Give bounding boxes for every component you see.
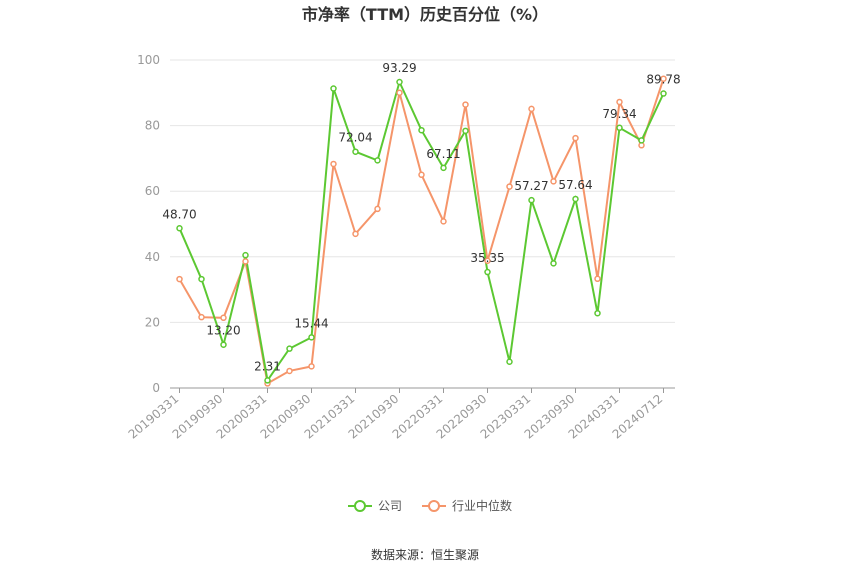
data-point: [286, 367, 293, 375]
data-point: [484, 257, 491, 264]
data-point: [594, 309, 601, 317]
y-tick-label: 60: [145, 184, 160, 198]
data-point: [572, 134, 579, 142]
data-point: [616, 98, 623, 106]
data-point: [176, 275, 183, 283]
data-point: [550, 260, 557, 267]
data-point: [198, 313, 205, 321]
data-point: [242, 258, 249, 265]
data-point: [242, 251, 249, 259]
data-point: [418, 126, 425, 134]
data-point: [352, 148, 359, 155]
data-point: [396, 78, 403, 86]
y-tick-label: 20: [145, 315, 160, 329]
legend-label: 公司: [378, 499, 402, 513]
data-point: [418, 171, 425, 179]
data-point: [374, 205, 381, 213]
y-axis: 0 20 40 60 80 100: [137, 53, 160, 395]
chart-title: 市净率（TTM）历史百分位（%）: [302, 5, 548, 24]
data-point: [572, 195, 579, 203]
data-point: [330, 160, 337, 168]
data-point: [506, 183, 513, 190]
data-point: [308, 363, 315, 370]
data-point: [506, 358, 513, 366]
legend-label: 行业中位数: [452, 498, 512, 513]
data-label: 15.44: [294, 316, 328, 330]
data-point: [220, 314, 227, 322]
data-point: [374, 157, 381, 164]
data-label: 57.27: [514, 179, 548, 193]
data-labels: 48.70 13.20 2.31 15.44 72.04 93.29 67.11 35.35 5…: [162, 61, 680, 373]
data-point: [330, 85, 337, 92]
source-note: 数据来源：恒生聚源: [371, 547, 479, 562]
x-axis: 2019033120190930202003312020093020210331…: [126, 387, 675, 442]
data-label: 79.34: [602, 107, 636, 121]
data-point: [264, 377, 271, 384]
data-point: [220, 341, 227, 348]
data-label: 67.11: [426, 147, 460, 161]
data-point: [550, 178, 557, 185]
data-label: 35.35: [470, 251, 504, 265]
y-tick-label: 100: [137, 53, 160, 67]
grid: [170, 59, 675, 323]
data-point: [660, 90, 667, 97]
data-point: [352, 230, 359, 238]
data-label: 57.64: [558, 178, 592, 192]
data-label: 2.31: [254, 359, 281, 373]
legend-swatch-marker: [428, 500, 440, 512]
data-point: [286, 345, 293, 352]
data-point: [616, 124, 623, 132]
data-point: [528, 105, 535, 113]
data-point: [308, 334, 315, 341]
data-label: 72.04: [338, 131, 372, 145]
data-point: [440, 218, 447, 225]
data-point: [198, 275, 205, 283]
data-point: [528, 196, 535, 204]
y-tick-label: 0: [152, 381, 160, 395]
series-points: [176, 75, 667, 387]
data-label: 89.78: [646, 73, 680, 87]
data-point: [484, 268, 491, 276]
data-point: [638, 137, 645, 144]
data-point: [396, 89, 403, 97]
data-point: [594, 275, 601, 283]
legend-swatch-marker: [354, 500, 366, 512]
series-line: [178, 78, 665, 385]
data-label: 13.20: [206, 324, 240, 338]
y-tick-label: 40: [145, 250, 160, 264]
series-lines: [178, 78, 665, 385]
data-point: [462, 101, 469, 108]
legend[interactable]: 公司 行业中位数: [348, 498, 512, 513]
data-label: 93.29: [382, 61, 416, 75]
y-tick-label: 80: [145, 119, 160, 133]
data-point: [176, 225, 183, 232]
data-point: [462, 127, 469, 135]
data-point: [660, 75, 667, 82]
data-label: 48.70: [162, 207, 196, 221]
data-point: [440, 164, 447, 172]
